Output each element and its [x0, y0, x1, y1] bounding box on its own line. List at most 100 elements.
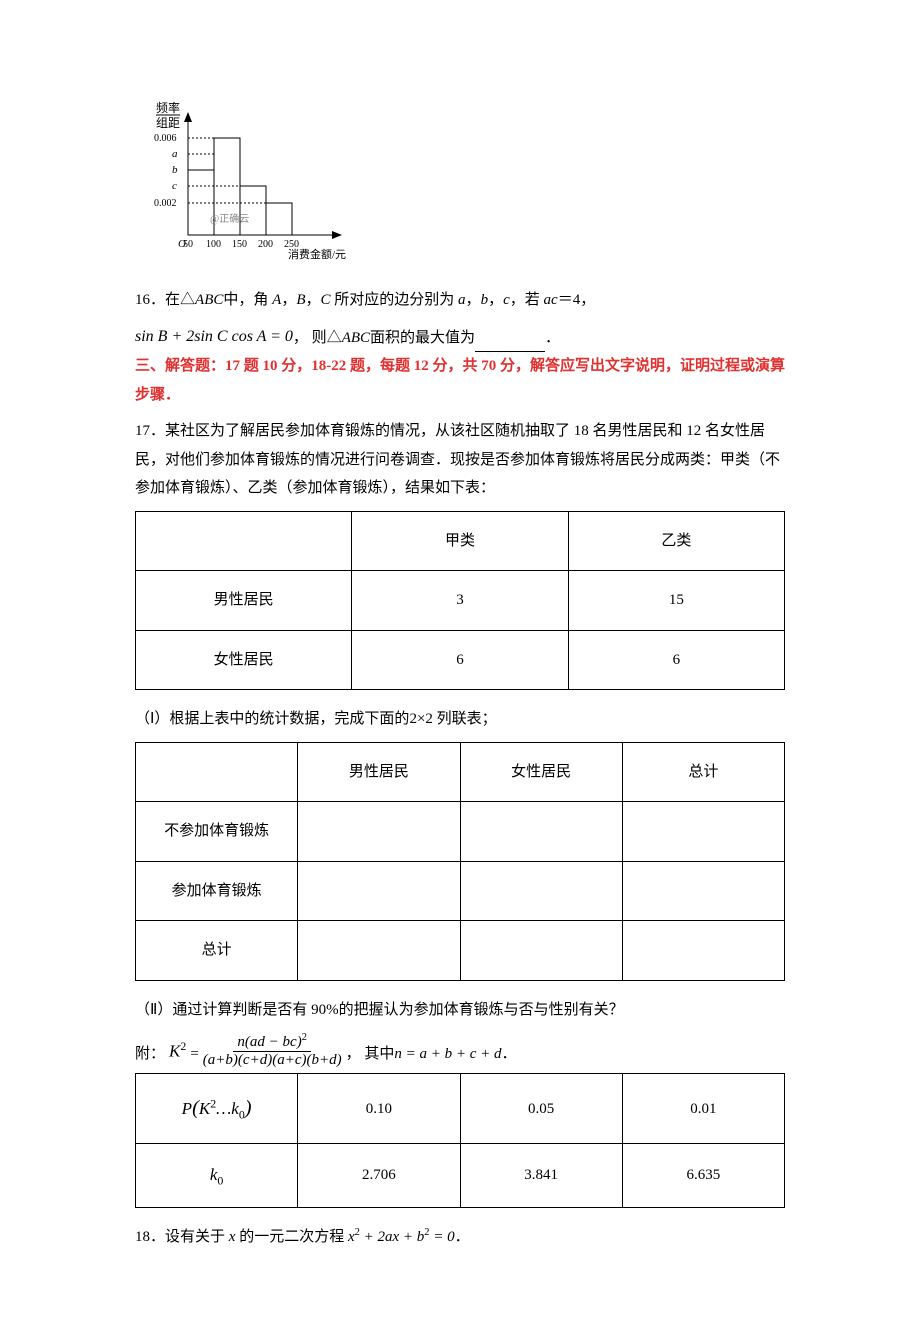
t3-r1c2: 0.05	[460, 1074, 622, 1144]
t2-r1c3	[622, 861, 784, 921]
attach-mid: ， 其中	[346, 1040, 395, 1069]
t1-r0c1: 3	[352, 571, 568, 631]
q16-text-d: ，若	[510, 292, 544, 308]
attach-end: ．	[502, 1040, 517, 1069]
q16-formula: sin B + 2sin C cos A = 0	[135, 322, 293, 352]
t2-r0c3	[622, 802, 784, 862]
q16-A: A	[272, 292, 281, 308]
q16-text-f: 面积的最大值为	[370, 324, 475, 353]
q16-period: ．	[545, 324, 560, 353]
k0-expr: k0	[210, 1165, 224, 1184]
xlabel: 消费金额/元	[288, 247, 346, 260]
q16-blank	[475, 337, 545, 352]
t2-r0c1	[298, 802, 460, 862]
q16-label: 16．	[135, 292, 165, 308]
q16-line2: sin B + 2sin C cos A = 0， 则△ABC 面积的最大值为 ．	[135, 322, 785, 352]
bar-4	[266, 203, 292, 235]
t1-r1c0: 女性居民	[136, 630, 352, 690]
q18-ta: 设有关于	[165, 1229, 229, 1245]
watermark: @正确云	[210, 212, 249, 225]
t1-h1: 甲类	[352, 511, 568, 571]
q16-c3: ，	[466, 292, 481, 308]
t2-h2: 女性居民	[460, 742, 622, 802]
q17-dim: 2×2	[409, 711, 432, 727]
q17-label: 17．	[135, 423, 165, 439]
q17-table1: 甲类 乙类 男性居民 3 15 女性居民 6 6	[135, 511, 785, 691]
table-row: P(K2…k0) 0.10 0.05 0.01	[136, 1074, 785, 1144]
table-row: 参加体育锻炼	[136, 861, 785, 921]
xtick-50: 50	[183, 239, 193, 250]
table-row: 总计	[136, 921, 785, 981]
t2-h1: 男性居民	[298, 742, 460, 802]
question-18: 18．设有关于 x 的一元二次方程 x2 + 2ax + b2 = 0．	[135, 1223, 785, 1252]
ytick-0002: 0.002	[154, 198, 177, 209]
t3-r1c1: 0.10	[298, 1074, 460, 1144]
t3-r2c3: 6.635	[622, 1144, 784, 1208]
q16-b: b	[481, 292, 489, 308]
q16-text-a: 在△	[165, 292, 195, 308]
ytick-0006: 0.006	[154, 133, 177, 144]
t2-h3: 总计	[622, 742, 784, 802]
ytick-a: a	[172, 148, 178, 160]
q16-a: a	[458, 292, 466, 308]
k2-lhs: K2	[169, 1035, 186, 1068]
q18-tb: 的一元二次方程	[235, 1229, 344, 1245]
x-axis-arrow	[332, 231, 342, 239]
t2-r2c1	[298, 921, 460, 981]
histogram-svg: 频率 组距 O 0.006 a b c 0.002 @正确云 50 1	[150, 100, 350, 260]
t2-r0c0: 不参加体育锻炼	[136, 802, 298, 862]
xtick-150: 150	[232, 239, 247, 250]
ylabel-top: 频率	[156, 100, 180, 115]
q18-formula: x2 + 2ax + b2 = 0	[344, 1229, 454, 1245]
q16-abc2: ABC	[342, 324, 370, 353]
ytick-b: b	[172, 164, 178, 176]
q17-part1: （Ⅰ）根据上表中的统计数据，完成下面的2×2 列联表；	[135, 705, 785, 734]
attach-label: 附：	[135, 1040, 165, 1069]
table-row: 男性居民 女性居民 总计	[136, 742, 785, 802]
t2-r1c1	[298, 861, 460, 921]
q16-text-e: ， 则△	[293, 324, 342, 353]
question-17: 17．某社区为了解居民参加体育锻炼的情况，从该社区随机抽取了 18 名男性居民和…	[135, 417, 785, 503]
q16-ac: ac	[544, 292, 558, 308]
t1-h2: 乙类	[568, 511, 784, 571]
xtick-200: 200	[258, 239, 273, 250]
question-16: 16．在△ABC中，角 A，B，C 所对应的边分别为 a，b，c，若 ac＝4，	[135, 286, 785, 315]
q16-eq4: ＝4，	[558, 292, 596, 308]
k2-eq: =	[190, 1040, 198, 1069]
pk-expr: P(K2…k0)	[182, 1099, 252, 1118]
t3-r1c3: 0.01	[622, 1074, 784, 1144]
t2-r1c2	[460, 861, 622, 921]
q16-c1: ，	[281, 292, 296, 308]
t1-r0c0: 男性居民	[136, 571, 352, 631]
q16-c4: ，	[488, 292, 503, 308]
q18-period: ．	[455, 1229, 470, 1245]
q16-abc: ABC	[195, 292, 223, 308]
q17-table3: P(K2…k0) 0.10 0.05 0.01 k0 2.706 3.841 6…	[135, 1073, 785, 1208]
q16-B: B	[296, 292, 305, 308]
t1-r0c2: 15	[568, 571, 784, 631]
t2-r2c2	[460, 921, 622, 981]
table-row: k0 2.706 3.841 6.635	[136, 1144, 785, 1208]
q16-C: C	[321, 292, 331, 308]
k2-fraction: n(ad − bc)2 (a+b)(c+d)(a+c)(b+d)	[199, 1032, 346, 1068]
q17-para: 某社区为了解居民参加体育锻炼的情况，从该社区随机抽取了 18 名男性居民和 12…	[135, 423, 780, 496]
bar-3	[240, 186, 266, 235]
ylabel-bot: 组距	[156, 116, 180, 130]
t2-r1c0: 参加体育锻炼	[136, 861, 298, 921]
q16-text-c: 所对应的边分别为	[331, 292, 459, 308]
t3-r1c0: P(K2…k0)	[136, 1074, 298, 1144]
t2-r2c3	[622, 921, 784, 981]
t2-r0c2	[460, 802, 622, 862]
q18-label: 18．	[135, 1229, 165, 1245]
q17-attach: 附： K2 = n(ad − bc)2 (a+b)(c+d)(a+c)(b+d)…	[135, 1032, 785, 1068]
y-axis-arrow	[184, 112, 192, 122]
attach-n: n = a + b + c + d	[394, 1040, 501, 1069]
t3-r2c1: 2.706	[298, 1144, 460, 1208]
q17-part2: （Ⅱ）通过计算判断是否有 90%的把握认为参加体育锻炼与否与性别有关？	[135, 996, 785, 1025]
table-row: 不参加体育锻炼	[136, 802, 785, 862]
q16-cc: c	[503, 292, 510, 308]
q16-c2: ，	[306, 292, 321, 308]
xtick-100: 100	[206, 239, 221, 250]
t1-h0	[136, 511, 352, 571]
k2-den: (a+b)(c+d)(a+c)(b+d)	[199, 1052, 346, 1069]
